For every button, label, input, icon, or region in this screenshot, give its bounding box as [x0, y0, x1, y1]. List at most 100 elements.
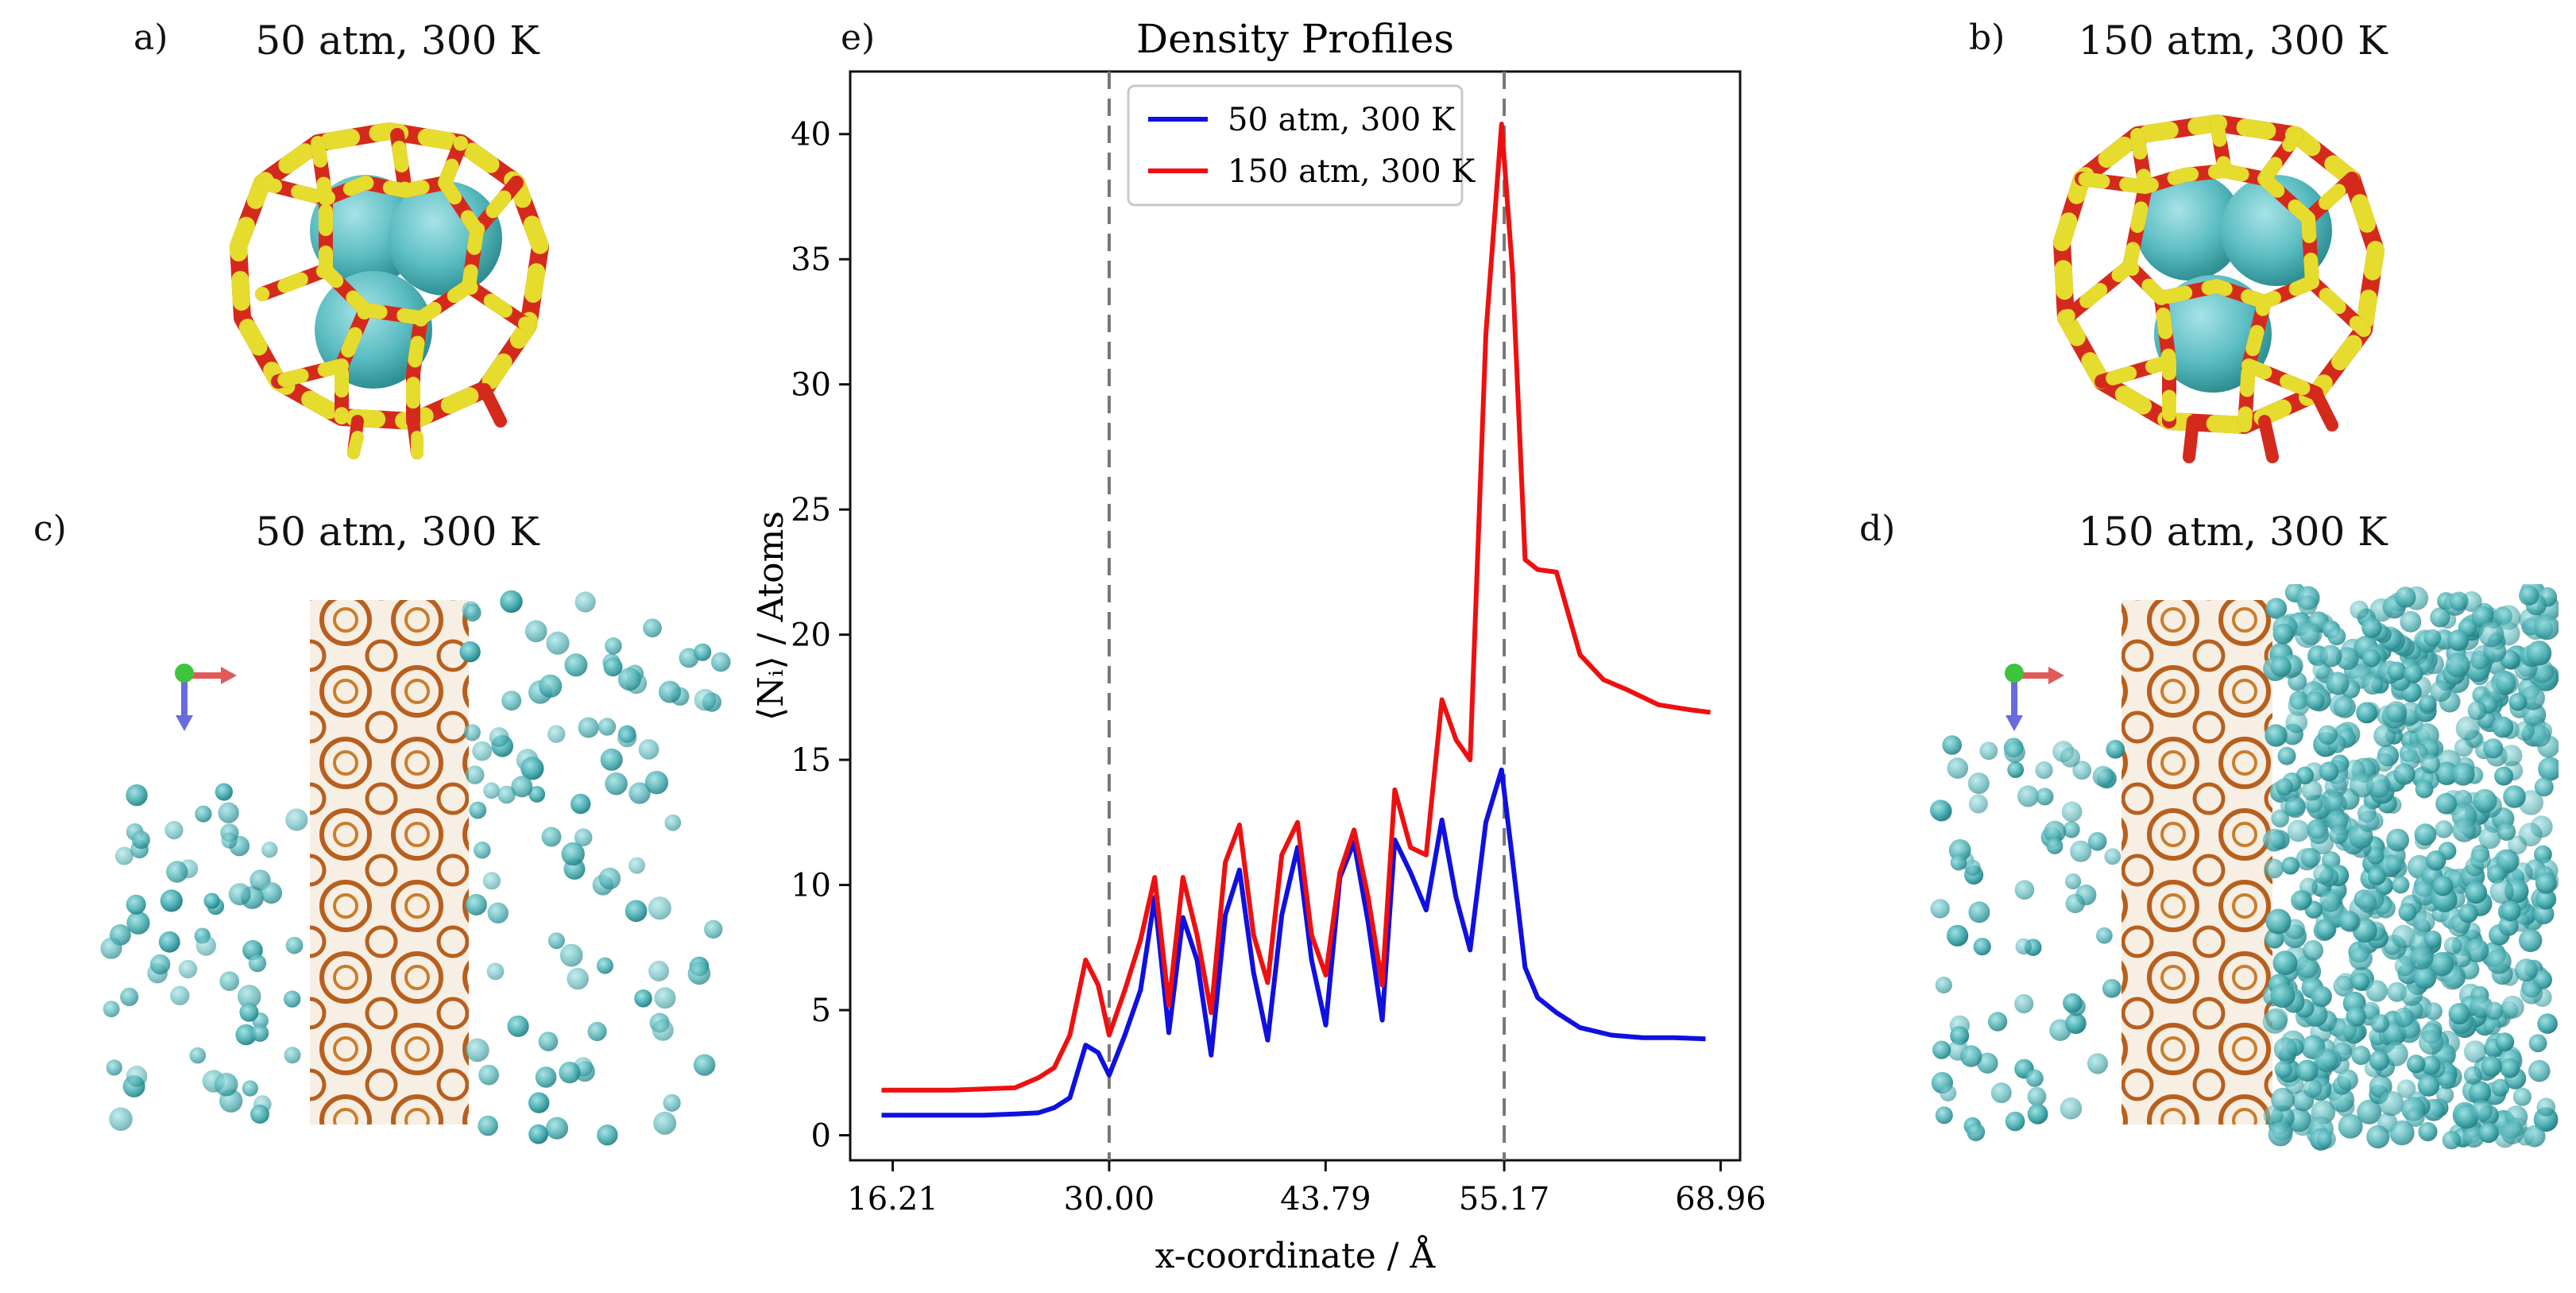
gas-atom	[2536, 1098, 2556, 1117]
gas-atom	[235, 1024, 257, 1046]
gas-atom	[2263, 1105, 2284, 1126]
gas-atom	[218, 802, 239, 823]
gas-atom	[2538, 757, 2559, 781]
gas-atom	[2035, 761, 2053, 780]
gas-atom	[2096, 927, 2113, 944]
gas-atom	[215, 783, 233, 801]
gas-atom	[2335, 647, 2359, 670]
gas-atom	[2453, 789, 2473, 809]
gas-atom	[2092, 765, 2114, 788]
gas-atom	[2265, 1008, 2288, 1031]
gas-atom	[1990, 1082, 2012, 1104]
gas-atom	[524, 620, 547, 643]
gas-atom	[2435, 792, 2457, 815]
gas-atom	[1968, 794, 1988, 814]
gas-atom	[2528, 1034, 2547, 1053]
gas-atom	[694, 643, 712, 661]
gas-atom	[704, 919, 723, 939]
gas-atom	[1979, 741, 1998, 761]
gas-atom	[2271, 1087, 2295, 1112]
gas-atom	[2338, 1113, 2363, 1139]
panel-title-d: 150 atm, 300 K	[2078, 509, 2388, 555]
gas-atom	[2070, 840, 2092, 862]
gas-atom	[1950, 854, 1967, 871]
gas-atom	[2314, 1048, 2338, 1072]
gas-atom	[2014, 880, 2035, 900]
gas-atom	[2503, 785, 2526, 808]
x-tick-label: 68.96	[1675, 1181, 1766, 1218]
plot-frame	[849, 70, 1742, 1162]
gas-atom	[2483, 738, 2504, 759]
gas-atom	[2291, 890, 2311, 911]
gas-atom	[625, 900, 648, 923]
gas-atom	[2135, 172, 2243, 281]
gas-atom	[638, 739, 659, 760]
gas-atom	[2015, 938, 2033, 955]
gas-atom	[547, 725, 566, 743]
gas-atom	[2449, 591, 2469, 611]
gas-atom	[2357, 811, 2380, 832]
gas-atom	[2361, 617, 2382, 638]
gas-atom	[2005, 1111, 2025, 1132]
gas-atom	[285, 808, 308, 831]
gas-atom	[2316, 1129, 2336, 1149]
gas-atom	[644, 771, 669, 795]
gas-atom	[2452, 818, 2477, 842]
gas-atom	[2303, 1078, 2323, 1098]
gas-atom	[2319, 761, 2339, 781]
gas-atom	[546, 631, 570, 655]
gas-atom	[2520, 981, 2543, 1005]
x-tick-label: 55.17	[1459, 1181, 1550, 1218]
gas-atom	[478, 1064, 499, 1086]
gas-atom	[2430, 680, 2452, 703]
gas-atom	[648, 896, 671, 920]
gas-atom	[2514, 958, 2538, 982]
gas-atom	[2417, 1074, 2440, 1097]
gas-atom	[596, 957, 613, 974]
gas-atom	[2495, 1032, 2515, 1051]
gas-atom	[158, 931, 180, 953]
gas-atom	[2395, 586, 2416, 608]
gas-atom	[2487, 864, 2507, 884]
gas-atom	[2369, 1050, 2390, 1071]
gas-atom	[2526, 641, 2552, 666]
panel-title-a: 50 atm, 300 K	[255, 17, 540, 64]
gas-atom	[2534, 777, 2554, 797]
gas-atom	[1947, 924, 1969, 947]
gas-atom	[511, 776, 533, 798]
gas-atom	[261, 842, 278, 858]
gas-atom	[2470, 1100, 2493, 1122]
gas-atom	[2284, 796, 2306, 819]
gas-atom	[2349, 947, 2373, 970]
gas-atom	[2087, 1053, 2109, 1074]
gas-atom	[214, 1072, 238, 1097]
gas-atom	[2061, 801, 2083, 823]
gas-atom	[2398, 903, 2417, 922]
gas-atom	[126, 784, 148, 807]
gas-atom	[597, 1125, 618, 1146]
gas-atom	[2389, 1120, 2415, 1146]
gas-atom	[1935, 1106, 1953, 1125]
gas-atom	[2366, 1125, 2390, 1149]
gas-atom	[2087, 832, 2107, 851]
gas-atom	[2535, 872, 2557, 894]
gas-atom	[617, 727, 637, 748]
panel-title-c: 50 atm, 300 K	[255, 509, 540, 555]
gas-atom	[2483, 1016, 2501, 1035]
gas-atom	[2443, 936, 2462, 955]
gas-atom	[2429, 952, 2454, 977]
gas-atom	[528, 786, 546, 803]
gas-atom	[2327, 627, 2346, 646]
gas-atom	[237, 985, 261, 1008]
gas-atom	[1968, 901, 1990, 923]
y-tick-label: 0	[811, 1118, 831, 1155]
gas-atom	[2420, 1055, 2441, 1075]
gas-atom	[541, 827, 562, 847]
y-tick-label: 15	[791, 742, 831, 779]
gas-atom	[652, 1019, 674, 1041]
legend: 50 atm, 300 K 150 atm, 300 K	[1127, 84, 1476, 207]
gas-atom	[528, 1124, 548, 1144]
gas-atom	[2338, 910, 2359, 931]
gas-atom	[2277, 746, 2296, 765]
gas-atom	[693, 1054, 716, 1076]
